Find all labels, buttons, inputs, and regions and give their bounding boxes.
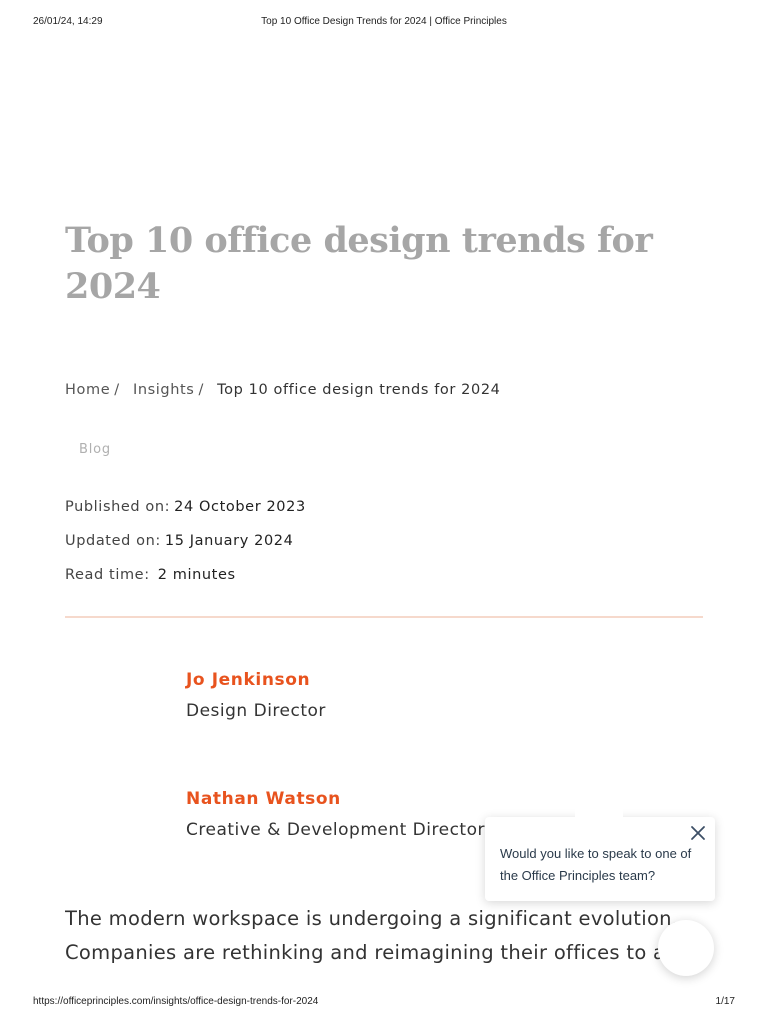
breadcrumb-current: Top 10 office design trends for 2024 <box>217 382 501 398</box>
read-time: Read time: 2 minutes <box>65 567 236 583</box>
close-icon[interactable] <box>689 824 707 842</box>
breadcrumb-home-link[interactable]: Home <box>65 382 111 398</box>
intro-line-2: Companies are rethinking and reimagining… <box>65 941 675 964</box>
published-date: Published on: 24 October 2023 <box>65 499 306 515</box>
author-name[interactable]: Jo Jenkinson <box>186 670 311 690</box>
print-header: 26/01/24, 14:29 Top 10 Office Design Tre… <box>33 16 735 30</box>
chat-popup[interactable]: Would you like to speak to one of the Of… <box>485 803 715 901</box>
print-page-title: Top 10 Office Design Trends for 2024 | O… <box>261 16 507 27</box>
breadcrumb-insights-link[interactable]: Insights <box>132 382 195 398</box>
chat-popup-tab <box>575 803 623 819</box>
print-datetime: 26/01/24, 14:29 <box>33 16 103 27</box>
published-value: 24 October 2023 <box>174 499 306 515</box>
print-footer: https://officeprinciples.com/insights/of… <box>33 996 735 1010</box>
article-title-line-1: Top 10 office design trends for <box>65 220 653 261</box>
updated-date: Updated on: 15 January 2024 <box>65 533 293 549</box>
breadcrumb: Home / Insights / Top 10 office design tre… <box>65 382 500 398</box>
published-label: Published on: <box>65 499 171 515</box>
read-time-label: Read time: <box>65 567 150 583</box>
print-page-number: 1/17 <box>715 996 735 1007</box>
author-role: Creative & Development Director <box>186 820 485 840</box>
updated-label: Updated on: <box>65 533 161 549</box>
chat-launcher-icon[interactable] <box>658 920 714 976</box>
intro-paragraph: The modern workspace is undergoing a sig… <box>65 902 675 970</box>
intro-line-1: The modern workspace is undergoing a sig… <box>65 907 675 930</box>
article-title-line-2: 2024 <box>65 266 161 307</box>
updated-value: 15 January 2024 <box>164 533 294 549</box>
print-url: https://officeprinciples.com/insights/of… <box>33 996 319 1007</box>
breadcrumb-separator: / <box>114 382 120 398</box>
read-time-value: 2 minutes <box>157 567 236 583</box>
section-divider <box>65 616 703 618</box>
category-tag[interactable]: Blog <box>79 442 111 457</box>
article-title: Top 10 office design trends for 2024 <box>65 218 685 310</box>
breadcrumb-separator: / <box>198 382 204 398</box>
chat-message: Would you like to speak to one of the Of… <box>500 846 692 883</box>
author-role: Design Director <box>186 701 326 721</box>
author-name[interactable]: Nathan Watson <box>186 789 341 809</box>
